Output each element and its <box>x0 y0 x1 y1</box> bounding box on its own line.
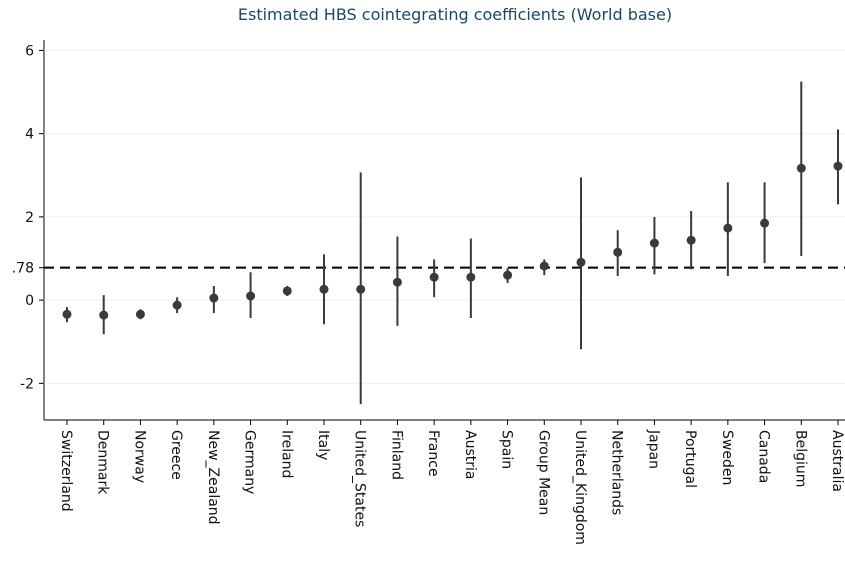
x-tick-label: Belgium <box>792 430 808 487</box>
x-tick-label: France <box>425 430 441 477</box>
point <box>209 293 219 303</box>
x-tick-label: United_States <box>352 430 368 527</box>
point <box>649 238 659 248</box>
x-tick-label: Ireland <box>278 430 294 478</box>
point <box>833 161 843 171</box>
x-tick-label: Sweden <box>719 430 735 485</box>
y-tick-label: 0 <box>25 293 34 309</box>
point <box>319 284 329 294</box>
x-tick-label: Japan <box>645 429 661 469</box>
point <box>613 247 623 257</box>
point <box>282 286 292 296</box>
x-tick-label: United_Kingdom <box>572 430 588 545</box>
point <box>356 284 366 294</box>
point <box>135 309 145 319</box>
x-tick-label: Finland <box>388 430 404 480</box>
x-tick-label: Denmark <box>95 430 111 495</box>
x-tick-label: New_Zealand <box>205 430 221 525</box>
point <box>760 218 770 228</box>
point <box>99 310 109 320</box>
point <box>429 272 439 282</box>
x-tick-label: Austria <box>462 430 478 479</box>
point <box>172 300 182 310</box>
point <box>539 261 549 271</box>
x-tick-label: Netherlands <box>609 430 625 515</box>
x-tick-label: Italy <box>315 430 331 460</box>
x-tick-label: Group Mean <box>535 430 551 515</box>
x-tick-label: Portugal <box>682 430 698 488</box>
point <box>576 257 586 267</box>
point <box>62 309 72 319</box>
chart-title: Estimated HBS cointegrating coefficients… <box>238 5 672 24</box>
x-tick-label: Spain <box>499 430 515 469</box>
point <box>503 270 513 280</box>
x-tick-label: Germany <box>242 430 258 494</box>
x-tick-label: Canada <box>756 430 772 483</box>
x-tick-label: Australia <box>829 430 845 492</box>
y-tick-label: 2 <box>25 210 34 226</box>
point <box>466 272 476 282</box>
y-tick-label: .78 <box>12 261 34 277</box>
point <box>723 223 733 233</box>
y-tick-label: 6 <box>25 43 34 59</box>
y-tick-label: -2 <box>20 376 34 392</box>
x-tick-label: Norway <box>131 430 147 483</box>
point <box>686 235 696 245</box>
point <box>796 163 806 173</box>
x-tick-label: Greece <box>168 430 184 480</box>
x-tick-label: Switzerland <box>58 430 74 512</box>
point <box>392 277 402 287</box>
point <box>246 291 256 301</box>
y-tick-label: 4 <box>25 127 34 143</box>
